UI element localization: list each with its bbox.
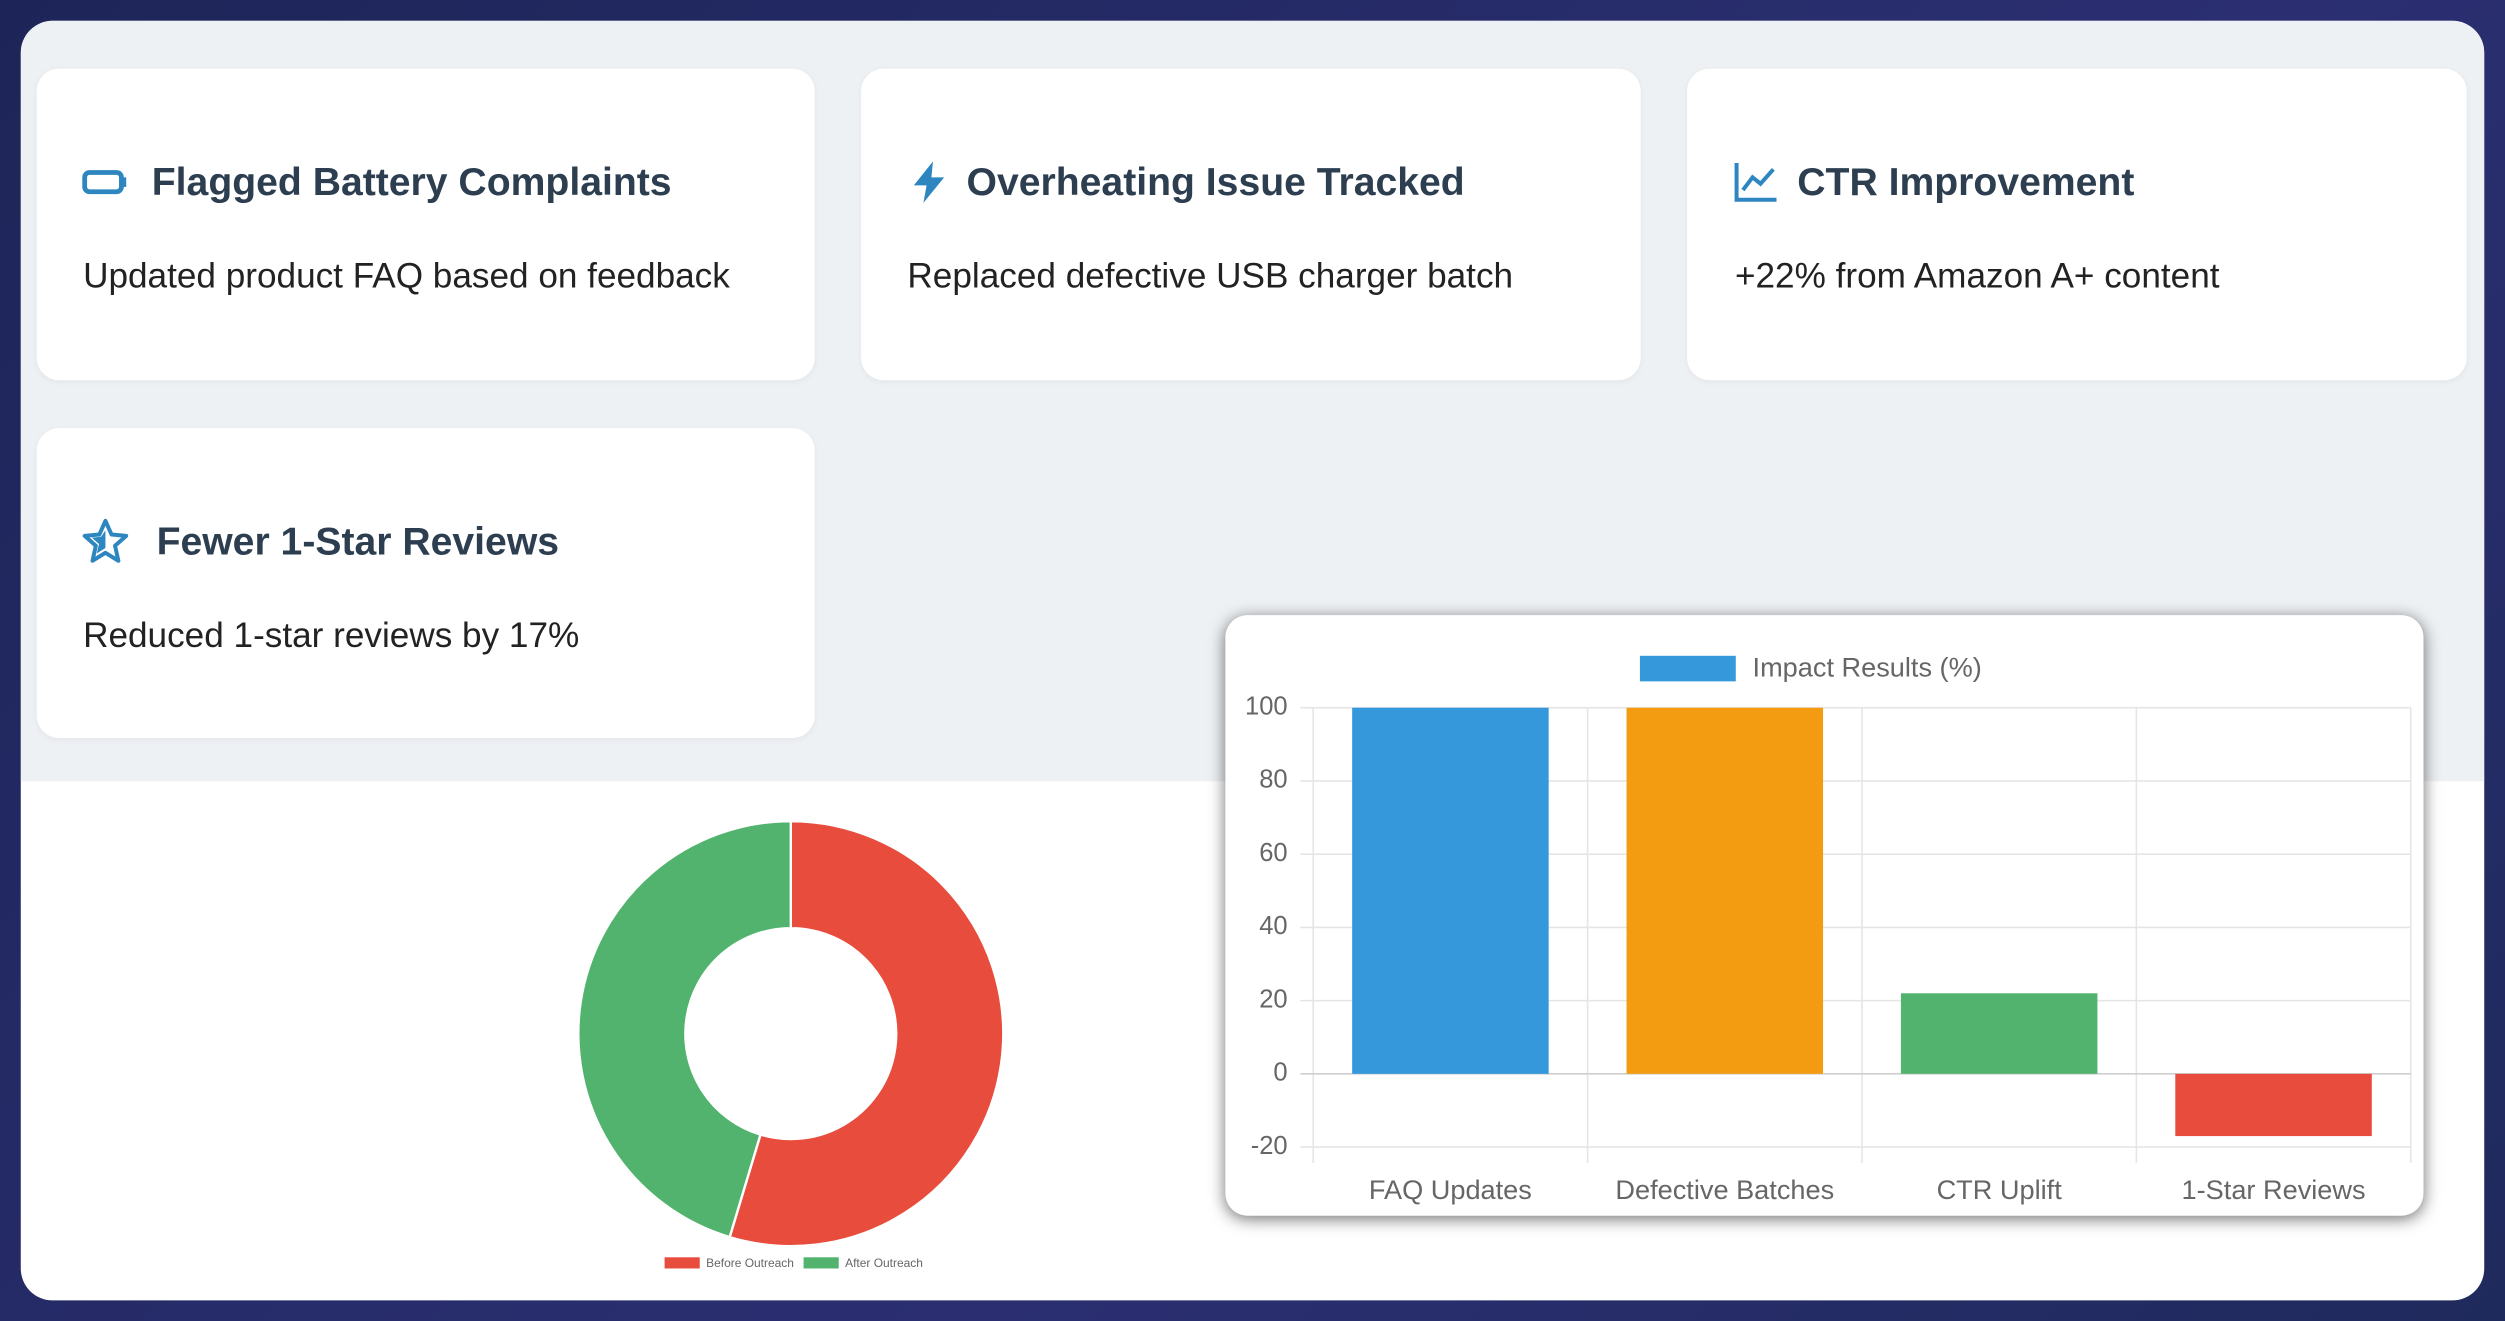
x-tick-label: FAQ Updates — [1369, 1174, 1532, 1205]
bar — [2175, 1073, 2372, 1137]
card-title: Flagged Battery Complaints — [151, 161, 672, 205]
y-tick-label: 0 — [1273, 1059, 1287, 1087]
y-tick-label: 80 — [1259, 766, 1287, 794]
y-tick-label: 60 — [1259, 839, 1287, 867]
doughnut-slice — [577, 819, 793, 1239]
legend-label: Impact Results (%) — [1753, 652, 1982, 683]
x-tick-label: Defective Batches — [1615, 1174, 1834, 1205]
y-tick-label: 40 — [1259, 912, 1287, 940]
card-title: CTR Improvement — [1797, 161, 2135, 205]
bar — [1626, 707, 1824, 1074]
card-title: Fewer 1-Star Reviews — [156, 520, 560, 564]
card: Overheating Issue Tracked Replaced defec… — [861, 68, 1641, 381]
battery-icon — [82, 170, 127, 195]
legend-label: After Outreach — [845, 1256, 923, 1270]
card: Fewer 1-Star Reviews Reduced 1-star revi… — [36, 428, 815, 739]
card-text: Replaced defective USB charger batch — [907, 255, 1514, 296]
card-text: Reduced 1-star reviews by 17% — [83, 615, 580, 656]
card-text: Updated product FAQ based on feedback — [83, 255, 730, 296]
card-text: +22% from Amazon A+ content — [1734, 255, 2220, 296]
card-title: Overheating Issue Tracked — [966, 161, 1465, 205]
x-tick-label: CTR Uplift — [1937, 1174, 2063, 1205]
y-tick-label: 20 — [1259, 985, 1287, 1013]
legend-swatch — [1638, 654, 1738, 683]
y-tick-label: 100 — [1245, 692, 1288, 720]
legend-swatch — [664, 1257, 700, 1269]
x-tick-label: 1-Star Reviews — [2182, 1174, 2366, 1205]
bolt-icon — [913, 161, 945, 203]
bar — [1900, 993, 2098, 1074]
legend-swatch — [803, 1257, 839, 1269]
card: CTR Improvement +22% from Amazon A+ cont… — [1687, 68, 2467, 381]
bar — [1352, 707, 1549, 1074]
card: Flagged Battery Complaints Updated produ… — [36, 68, 815, 381]
y-tick-label: -20 — [1251, 1132, 1288, 1160]
doughnut-slice — [728, 819, 1005, 1248]
legend-label: Before Outreach — [706, 1256, 794, 1270]
chart-icon — [1734, 162, 1777, 202]
star-icon — [82, 518, 129, 563]
